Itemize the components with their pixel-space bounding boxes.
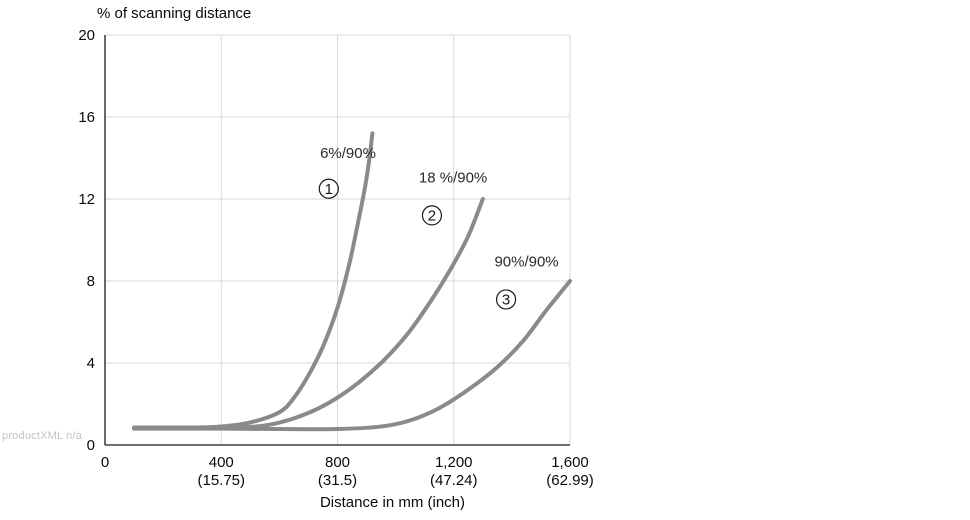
y-tick-label: 16 — [78, 109, 95, 126]
chart-svg: 0481216200400(15.75)800(31.5)1,200(47.24… — [0, 0, 970, 520]
y-tick-label: 4 — [87, 355, 95, 372]
y-tick-label: 20 — [78, 27, 95, 44]
curve-2 — [134, 199, 483, 428]
x-tick-label: 1,600 — [551, 454, 589, 471]
y-tick-label: 0 — [87, 437, 95, 454]
curve-label-1: 6%/90% — [320, 145, 376, 162]
y-axis-title: % of scanning distance — [97, 5, 251, 22]
x-tick-sublabel: (15.75) — [197, 472, 245, 489]
x-tick-label: 800 — [325, 454, 350, 471]
x-axis-title: Distance in mm (inch) — [320, 494, 465, 511]
curve-marker-num-1: 1 — [325, 181, 333, 198]
y-tick-label: 8 — [87, 273, 95, 290]
curve-label-2: 18 %/90% — [419, 170, 487, 187]
x-tick-sublabel: (31.5) — [318, 472, 357, 489]
chart-container: 0481216200400(15.75)800(31.5)1,200(47.24… — [0, 0, 970, 520]
x-tick-label: 400 — [209, 454, 234, 471]
curve-marker-num-3: 3 — [502, 291, 510, 308]
curve-marker-num-2: 2 — [428, 207, 436, 224]
y-tick-label: 12 — [78, 191, 95, 208]
x-tick-label: 1,200 — [435, 454, 473, 471]
curve-label-3: 90%/90% — [494, 254, 558, 271]
watermark: productXML n/a — [2, 430, 82, 442]
x-tick-label: 0 — [101, 454, 109, 471]
x-tick-sublabel: (47.24) — [430, 472, 478, 489]
x-tick-sublabel: (62.99) — [546, 472, 594, 489]
